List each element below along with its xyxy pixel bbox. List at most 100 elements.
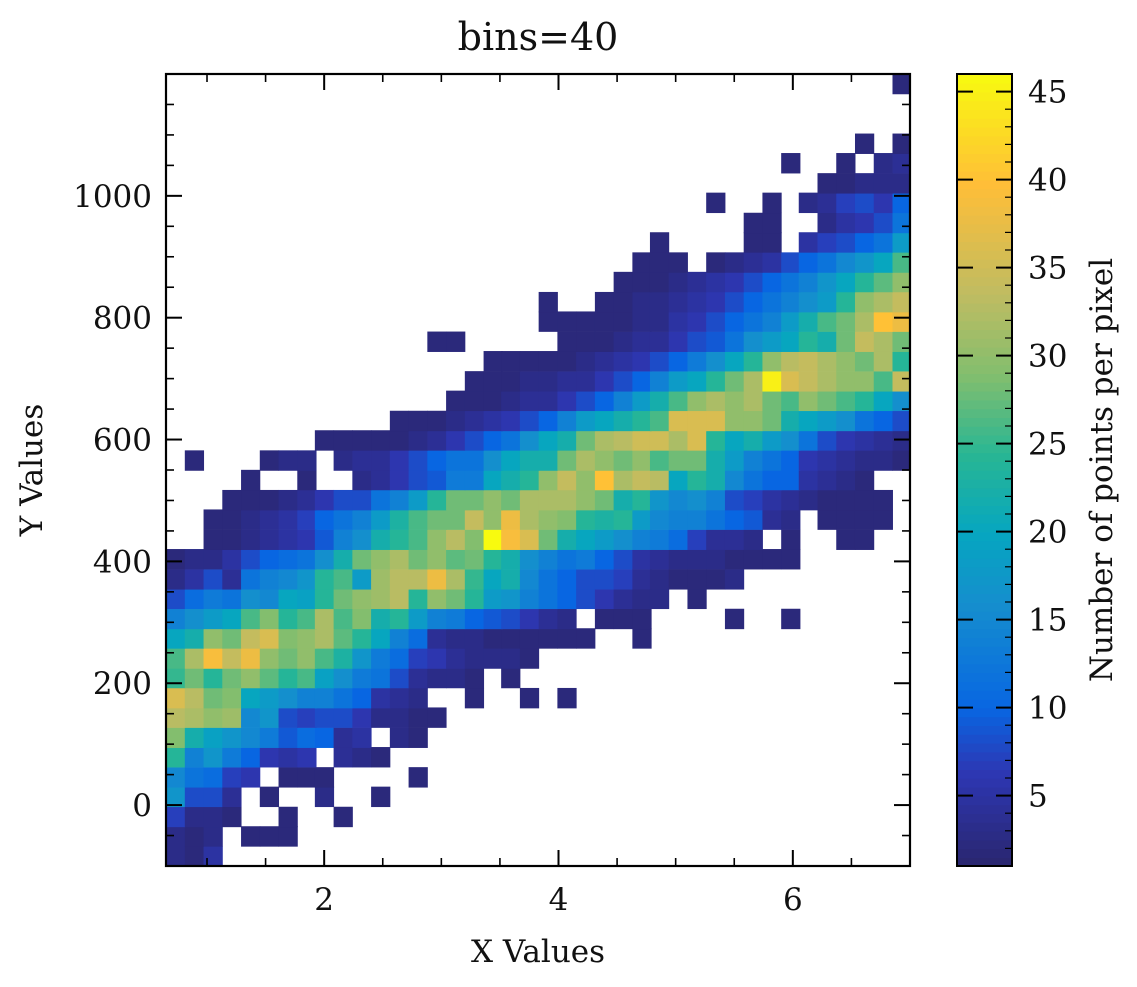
- heatmap-cell: [724, 529, 745, 550]
- colorbar-segment: [957, 74, 1012, 84]
- x-axis-label: X Values: [471, 934, 605, 970]
- colorbar-segment: [957, 839, 1012, 850]
- heatmap-cell: [538, 529, 558, 550]
- y-tick-label: 1000: [73, 179, 152, 215]
- heatmap-cell: [278, 826, 298, 847]
- heatmap-cell: [352, 430, 372, 451]
- heatmap-cell: [892, 371, 910, 392]
- heatmap-cell: [649, 549, 670, 570]
- heatmap-cell: [464, 410, 485, 432]
- heatmap-cell: [873, 489, 893, 511]
- heatmap-cell: [743, 291, 763, 313]
- x-axis: 2 4 6: [206, 74, 911, 918]
- heatmap-cell: [668, 351, 688, 372]
- heatmap-cell: [203, 767, 223, 788]
- heatmap-cell: [706, 291, 726, 313]
- heatmap-cell: [668, 549, 688, 570]
- heatmap-cell: [632, 390, 652, 412]
- heatmap-cell: [408, 588, 428, 610]
- heatmap-cell: [706, 489, 726, 511]
- heatmap-cell: [594, 351, 615, 372]
- colorbar-segment: [957, 197, 1012, 207]
- heatmap-cell: [798, 410, 818, 432]
- y-tick-label: 800: [93, 301, 152, 337]
- colorbar-segment: [957, 575, 1012, 586]
- heatmap-cell: [798, 252, 818, 273]
- colorbar-segment: [957, 558, 1012, 568]
- heatmap-cell: [297, 509, 317, 530]
- colorbar-segment: [957, 672, 1012, 682]
- heatmap-cell: [241, 469, 261, 491]
- heatmap-cell: [854, 331, 875, 352]
- heatmap-cell: [706, 410, 726, 432]
- heatmap-cell: [241, 529, 261, 550]
- colorbar-segment: [957, 364, 1012, 374]
- heatmap-cell: [798, 371, 818, 392]
- heatmap-cell: [259, 786, 280, 808]
- colorbar-segment: [957, 549, 1012, 559]
- heatmap-cell: [836, 212, 856, 234]
- heatmap-cell: [501, 410, 521, 432]
- heatmap-cell: [297, 549, 317, 570]
- heatmap-cell: [557, 311, 577, 332]
- heatmap-cell: [873, 271, 893, 293]
- heatmap-cell: [501, 450, 521, 471]
- heatmap-cell: [222, 608, 242, 630]
- heatmap-cell: [687, 489, 707, 511]
- heatmap-cell: [241, 707, 261, 728]
- heatmap-cell: [762, 252, 782, 273]
- heatmap-cell: [668, 489, 688, 511]
- heatmap-cell: [184, 648, 205, 669]
- heatmap-cell: [632, 291, 652, 313]
- heatmap-cell: [519, 410, 540, 432]
- heatmap-cell: [446, 331, 466, 352]
- heatmap-cell: [781, 252, 801, 273]
- heatmap-cell: [724, 390, 745, 412]
- heatmap-cell: [333, 687, 353, 709]
- heatmap-cell: [278, 727, 298, 748]
- heatmap-cell: [222, 529, 242, 550]
- colorbar-segment: [957, 188, 1012, 198]
- heatmap-cell: [873, 173, 893, 194]
- heatmap-cell: [892, 252, 910, 273]
- heatmap-cell: [501, 588, 521, 610]
- heatmap-cell: [483, 469, 503, 491]
- heatmap-cell: [352, 569, 372, 590]
- heatmap-cell: [389, 588, 410, 610]
- heatmap-cell: [352, 667, 372, 689]
- heatmap-cell: [892, 153, 910, 174]
- colorbar-segment: [957, 329, 1012, 339]
- heatmap-cell: [836, 153, 856, 174]
- heatmap-cell: [836, 390, 856, 412]
- heatmap-cell: [687, 271, 707, 293]
- heatmap-cell: [389, 687, 410, 709]
- heatmap-cell: [371, 489, 391, 511]
- colorbar-segment: [957, 857, 1012, 867]
- heatmap-cell: [389, 648, 410, 669]
- heatmap-cell: [706, 509, 726, 530]
- heatmap-cell: [873, 153, 893, 174]
- heatmap-cell: [576, 390, 596, 412]
- heatmap-cell: [668, 291, 688, 313]
- heatmap-cell: [762, 489, 782, 511]
- heatmap-cell: [873, 212, 893, 234]
- heatmap-cell: [352, 588, 372, 610]
- heatmap-cell: [446, 430, 466, 451]
- heatmap-cell: [501, 390, 521, 412]
- y-tick-label: 0: [132, 788, 152, 824]
- heatmap-cell: [259, 707, 280, 728]
- heatmap-cell: [483, 628, 503, 649]
- heatmap-cell: [743, 390, 763, 412]
- heatmap-cell: [389, 489, 410, 511]
- heatmap-cell: [203, 608, 223, 630]
- colorbar-tick-label: 40: [1028, 163, 1067, 199]
- heatmap-cell: [706, 569, 726, 590]
- heatmap-cell: [538, 410, 558, 432]
- heatmap-cell: [259, 687, 280, 709]
- heatmap-cell: [389, 569, 410, 590]
- heatmap-cell: [706, 252, 726, 273]
- heatmap-cell: [501, 667, 521, 689]
- heatmap-cell: [576, 450, 596, 471]
- colorbar-segment: [957, 276, 1012, 286]
